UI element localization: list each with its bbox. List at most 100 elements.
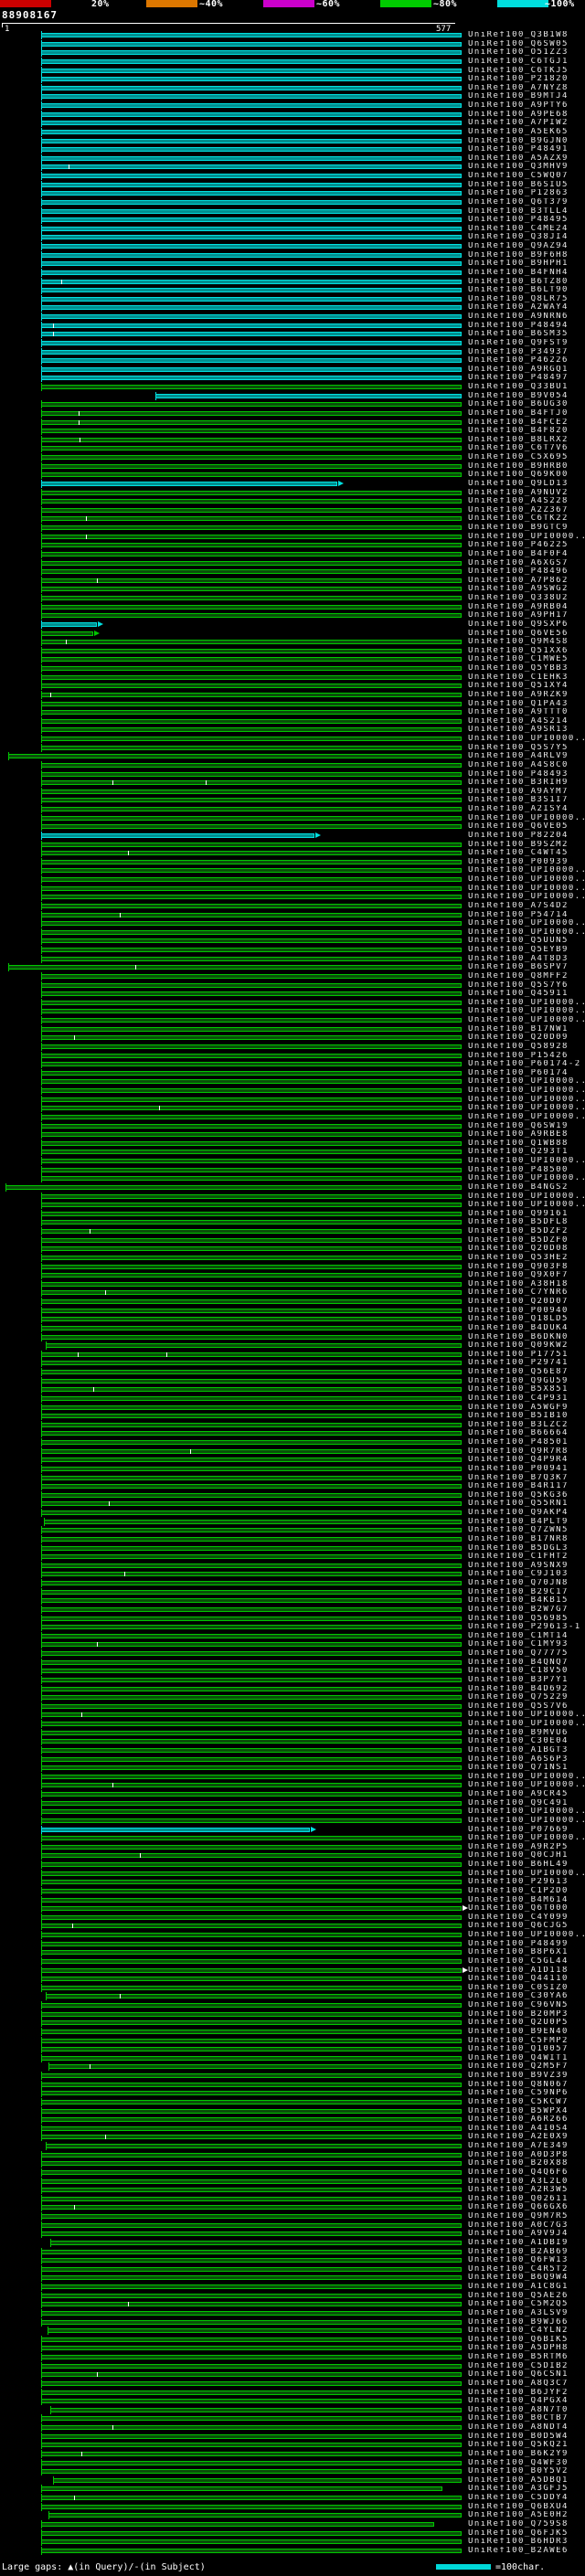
hit-bar[interactable] bbox=[40, 340, 462, 345]
hit-bar[interactable] bbox=[40, 2284, 462, 2289]
hit-bar[interactable] bbox=[40, 2108, 462, 2114]
hit-bar[interactable] bbox=[40, 429, 462, 434]
hit-label[interactable]: UniRef100_P00941 bbox=[468, 1464, 569, 1473]
hit-bar[interactable] bbox=[40, 68, 462, 73]
hit-label[interactable]: UniRef100_Q3MHV9 bbox=[468, 163, 569, 172]
hit-bar[interactable] bbox=[40, 718, 462, 724]
hit-bar[interactable] bbox=[40, 596, 462, 600]
hit-bar[interactable] bbox=[40, 973, 462, 979]
hit-bar[interactable] bbox=[40, 1554, 462, 1560]
hit-label[interactable]: UniRef100_UPI0000... bbox=[468, 1834, 585, 1843]
hit-bar[interactable] bbox=[40, 2091, 462, 2096]
hit-label[interactable]: UniRef100_O51ZZ3 bbox=[468, 48, 569, 58]
hit-label[interactable]: UniRef100_A9NRN6 bbox=[468, 313, 569, 321]
hit-bar[interactable] bbox=[40, 437, 462, 442]
hit-label[interactable]: UniRef100_C96VN5 bbox=[468, 2001, 569, 2009]
hit-label[interactable]: UniRef100_P54714 bbox=[468, 910, 569, 919]
hit-label[interactable]: UniRef100_A1DBI9 bbox=[468, 2238, 569, 2247]
hit-label[interactable]: UniRef100_C5KCW7 bbox=[468, 2097, 569, 2106]
hit-bar[interactable] bbox=[40, 2178, 462, 2184]
hit-label[interactable]: UniRef100_A3L2L0 bbox=[468, 2177, 569, 2186]
hit-label[interactable]: UniRef100_Q9AZ94 bbox=[468, 242, 569, 250]
hit-label[interactable]: UniRef100_P48496 bbox=[468, 567, 569, 577]
hit-label[interactable]: UniRef100_UPI0000... bbox=[468, 1192, 585, 1201]
hit-bar[interactable] bbox=[40, 1511, 462, 1515]
hit-label[interactable]: UniRef100_A3GFJ5 bbox=[468, 2485, 569, 2494]
hit-label[interactable]: UniRef100_A4T8D3 bbox=[468, 954, 569, 963]
hit-label[interactable]: UniRef100_UPI0000... bbox=[468, 1869, 585, 1878]
hit-bar[interactable] bbox=[40, 1211, 462, 1216]
hit-label[interactable]: UniRef100_B9F6H8 bbox=[468, 250, 569, 260]
hit-bar[interactable] bbox=[40, 956, 462, 961]
hit-bar[interactable] bbox=[40, 2539, 462, 2545]
hit-bar[interactable] bbox=[40, 842, 462, 847]
hit-label[interactable]: UniRef100_B3RIH9 bbox=[468, 779, 569, 788]
hit-label[interactable]: UniRef100_C1MY93 bbox=[468, 1640, 569, 1649]
hit-bar[interactable] bbox=[40, 859, 462, 864]
hit-bar[interactable] bbox=[40, 815, 462, 821]
hit-label[interactable]: UniRef100_UPI0000... bbox=[468, 1201, 585, 1210]
hit-label[interactable]: UniRef100_C5X695 bbox=[468, 453, 569, 461]
hit-bar[interactable] bbox=[40, 155, 462, 161]
hit-label[interactable]: UniRef100_B9SZM2 bbox=[468, 840, 569, 849]
hit-bar[interactable] bbox=[40, 58, 462, 64]
hit-bar[interactable] bbox=[40, 982, 462, 988]
hit-bar[interactable] bbox=[40, 2504, 462, 2509]
hit-bar[interactable] bbox=[40, 525, 462, 530]
hit-bar[interactable] bbox=[40, 2310, 462, 2316]
hit-label[interactable]: UniRef100_C4P931 bbox=[468, 1394, 569, 1403]
hit-bar[interactable] bbox=[40, 2055, 462, 2061]
hit-label[interactable]: UniRef100_C7YNR6 bbox=[468, 1288, 569, 1298]
hit-bar[interactable] bbox=[40, 1985, 462, 1990]
hit-label[interactable]: UniRef100_P34937 bbox=[468, 347, 569, 356]
hit-bar[interactable] bbox=[40, 2443, 462, 2448]
hit-bar[interactable] bbox=[40, 2346, 462, 2351]
hit-bar[interactable] bbox=[40, 490, 462, 495]
hit-bar[interactable] bbox=[40, 1220, 462, 1225]
hit-bar[interactable] bbox=[40, 1000, 462, 1005]
hit-bar[interactable] bbox=[40, 2003, 462, 2008]
hit-bar[interactable] bbox=[40, 1677, 462, 1682]
hit-bar[interactable] bbox=[44, 1519, 462, 1524]
hit-label[interactable]: UniRef100_A9AYM7 bbox=[468, 787, 569, 796]
hit-label[interactable]: UniRef100_B9HPH1 bbox=[468, 260, 569, 269]
hit-label[interactable]: UniRef100_Q338U2 bbox=[468, 594, 569, 602]
hit-label[interactable]: UniRef100_Q56985 bbox=[468, 1614, 569, 1623]
hit-bar[interactable] bbox=[40, 244, 462, 249]
hit-bar[interactable] bbox=[40, 1625, 462, 1630]
hit-label[interactable]: UniRef100_P00940 bbox=[468, 1306, 569, 1315]
hit-bar[interactable] bbox=[40, 631, 93, 636]
hit-bar[interactable] bbox=[40, 1097, 462, 1102]
hit-label[interactable]: UniRef100_A6S6P3 bbox=[468, 1754, 569, 1764]
hit-bar[interactable] bbox=[40, 2011, 462, 2017]
hit-bar[interactable] bbox=[40, 2390, 462, 2395]
hit-bar[interactable] bbox=[40, 1616, 462, 1621]
hit-label[interactable]: UniRef100_Q6VE56 bbox=[468, 629, 569, 638]
hit-label[interactable]: UniRef100_B66664 bbox=[468, 1429, 569, 1438]
hit-bar[interactable] bbox=[40, 1484, 462, 1489]
hit-label[interactable]: UniRef100_A9CR45 bbox=[468, 1790, 569, 1798]
hit-bar[interactable] bbox=[40, 1370, 462, 1374]
hit-bar[interactable] bbox=[40, 472, 462, 478]
hit-label[interactable]: UniRef100_A8Q3C7 bbox=[468, 2379, 569, 2388]
hit-bar[interactable] bbox=[40, 1352, 462, 1357]
hit-bar[interactable] bbox=[40, 41, 462, 47]
hit-bar[interactable] bbox=[40, 1836, 462, 1841]
hit-bar[interactable] bbox=[50, 2407, 462, 2412]
hit-bar[interactable] bbox=[40, 1395, 462, 1401]
hit-bar[interactable] bbox=[40, 1536, 462, 1542]
hit-label[interactable]: UniRef100_B0Y5V2 bbox=[468, 2467, 569, 2476]
hit-label[interactable]: UniRef100_B5DFL8 bbox=[468, 1218, 569, 1227]
hit-bar[interactable] bbox=[40, 1325, 462, 1330]
hit-bar[interactable] bbox=[40, 2302, 462, 2307]
hit-bar[interactable] bbox=[40, 1422, 462, 1427]
hit-label[interactable]: UniRef100_B4F820 bbox=[468, 427, 569, 436]
hit-label[interactable]: UniRef100_B29C17 bbox=[468, 1587, 569, 1596]
hit-label[interactable]: UniRef100_UPI0000... bbox=[468, 893, 585, 902]
hit-bar[interactable] bbox=[40, 921, 462, 927]
hit-bar[interactable] bbox=[40, 1492, 462, 1498]
hit-bar[interactable] bbox=[40, 2029, 462, 2034]
hit-label[interactable]: UniRef100_UPI0000... bbox=[468, 1095, 585, 1104]
hit-label[interactable]: UniRef100_P60174 bbox=[468, 1068, 569, 1077]
hit-bar[interactable] bbox=[40, 121, 462, 126]
